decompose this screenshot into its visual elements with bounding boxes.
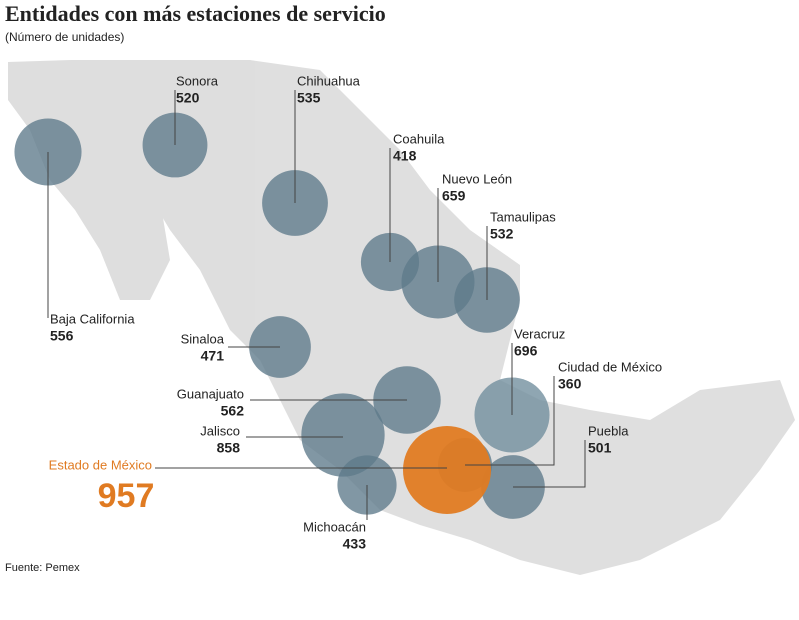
state-name: Nuevo León bbox=[442, 171, 512, 186]
state-name: Coahuila bbox=[393, 131, 445, 146]
state-value: 418 bbox=[393, 148, 417, 164]
state-value: 501 bbox=[588, 440, 612, 456]
state-value: 659 bbox=[442, 188, 466, 204]
leader-line bbox=[513, 440, 586, 488]
state-value: 520 bbox=[176, 90, 200, 106]
state-value: 957 bbox=[98, 477, 155, 515]
state-value: 562 bbox=[221, 403, 245, 419]
state-value: 858 bbox=[217, 440, 241, 456]
state-name: Tamaulipas bbox=[490, 209, 556, 224]
state-value: 433 bbox=[343, 536, 367, 552]
state-name: Sonora bbox=[176, 73, 219, 88]
state-value: 696 bbox=[514, 343, 538, 359]
bubble bbox=[403, 426, 491, 514]
state-value: 535 bbox=[297, 90, 321, 106]
state-name: Puebla bbox=[588, 423, 629, 438]
state-name: Baja California bbox=[50, 311, 135, 326]
state-name: Veracruz bbox=[514, 326, 565, 341]
state-value: 556 bbox=[50, 328, 74, 344]
state-value: 360 bbox=[558, 376, 582, 392]
state-value: 532 bbox=[490, 226, 514, 242]
state-name: Jalisco bbox=[200, 423, 240, 438]
labels: Baja California 556 Sonora 520 Chihuahua 535 C… bbox=[49, 73, 662, 551]
chart-subtitle: (Número de unidades) bbox=[5, 30, 124, 44]
state-name: Sinaloa bbox=[181, 331, 225, 346]
state-name: Estado de México bbox=[49, 457, 152, 472]
chart-title: Entidades con más estaciones de servicio bbox=[5, 1, 386, 26]
leader-line bbox=[465, 376, 555, 466]
state-name: Chihuahua bbox=[297, 73, 361, 88]
state-name: Michoacán bbox=[303, 519, 366, 534]
leaders bbox=[47, 90, 586, 520]
source: Fuente: Pemex bbox=[5, 562, 80, 574]
state-name: Ciudad de México bbox=[558, 359, 662, 374]
state-name: Guanajuato bbox=[177, 386, 244, 401]
state-value: 471 bbox=[201, 348, 225, 364]
